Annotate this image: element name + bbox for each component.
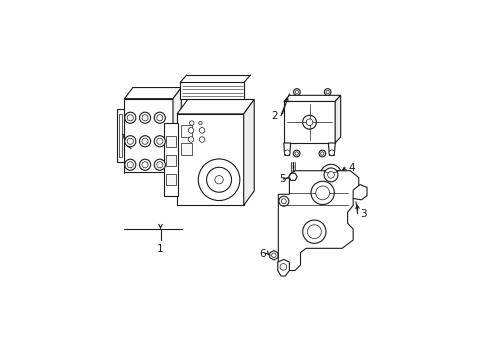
Circle shape — [154, 136, 165, 147]
Text: 4: 4 — [347, 163, 354, 173]
Polygon shape — [352, 185, 366, 200]
Circle shape — [284, 150, 289, 156]
Bar — [180, 82, 244, 99]
Polygon shape — [284, 95, 340, 102]
Circle shape — [315, 186, 329, 200]
Circle shape — [157, 162, 163, 168]
Circle shape — [127, 162, 133, 168]
Bar — [124, 99, 173, 172]
Polygon shape — [124, 87, 181, 99]
Circle shape — [293, 150, 300, 157]
Circle shape — [318, 150, 325, 157]
Text: 7: 7 — [118, 134, 124, 144]
Circle shape — [188, 127, 193, 133]
Circle shape — [324, 168, 337, 182]
Text: 2: 2 — [270, 111, 277, 121]
Circle shape — [124, 112, 136, 123]
Circle shape — [199, 137, 204, 142]
Circle shape — [206, 167, 231, 192]
Circle shape — [139, 159, 150, 170]
Circle shape — [142, 115, 148, 121]
Text: 6: 6 — [259, 249, 265, 260]
Text: 3: 3 — [360, 209, 366, 219]
Circle shape — [157, 115, 163, 121]
Circle shape — [198, 159, 240, 201]
Circle shape — [198, 121, 202, 125]
Circle shape — [320, 152, 324, 155]
Bar — [181, 143, 192, 155]
Circle shape — [124, 159, 136, 170]
Circle shape — [302, 220, 325, 243]
Circle shape — [124, 136, 136, 147]
Circle shape — [142, 138, 148, 144]
Circle shape — [281, 199, 286, 204]
Circle shape — [280, 264, 286, 270]
Circle shape — [327, 172, 334, 178]
Polygon shape — [334, 95, 340, 143]
Text: 1: 1 — [157, 244, 163, 254]
Bar — [166, 136, 176, 147]
Circle shape — [307, 225, 321, 239]
Circle shape — [154, 112, 165, 123]
Polygon shape — [243, 99, 254, 205]
Circle shape — [302, 115, 316, 129]
Bar — [163, 123, 178, 196]
Circle shape — [188, 137, 193, 142]
Polygon shape — [277, 260, 289, 276]
Circle shape — [295, 90, 298, 94]
Circle shape — [278, 196, 288, 206]
Bar — [166, 174, 176, 185]
Circle shape — [271, 253, 276, 257]
Bar — [117, 109, 124, 162]
Bar — [181, 125, 192, 137]
Polygon shape — [173, 87, 181, 172]
Polygon shape — [288, 173, 297, 180]
Circle shape — [320, 164, 341, 185]
Polygon shape — [328, 143, 335, 156]
Circle shape — [324, 89, 330, 95]
Bar — [119, 114, 122, 157]
Circle shape — [157, 138, 163, 144]
Circle shape — [189, 121, 194, 125]
Circle shape — [127, 138, 133, 144]
Circle shape — [127, 115, 133, 121]
Circle shape — [142, 162, 148, 168]
Polygon shape — [269, 251, 277, 260]
Circle shape — [294, 152, 298, 155]
Circle shape — [325, 90, 328, 94]
Circle shape — [293, 89, 300, 95]
Polygon shape — [283, 143, 290, 156]
Circle shape — [139, 136, 150, 147]
Circle shape — [310, 181, 334, 204]
Circle shape — [199, 127, 204, 133]
Circle shape — [154, 159, 165, 170]
Circle shape — [328, 150, 334, 156]
Text: 5: 5 — [279, 174, 285, 184]
Polygon shape — [177, 99, 254, 114]
Bar — [284, 102, 334, 143]
Circle shape — [214, 176, 223, 184]
Polygon shape — [278, 171, 358, 270]
Bar — [177, 114, 243, 205]
Bar — [166, 155, 176, 166]
Circle shape — [139, 112, 150, 123]
Circle shape — [305, 119, 312, 126]
